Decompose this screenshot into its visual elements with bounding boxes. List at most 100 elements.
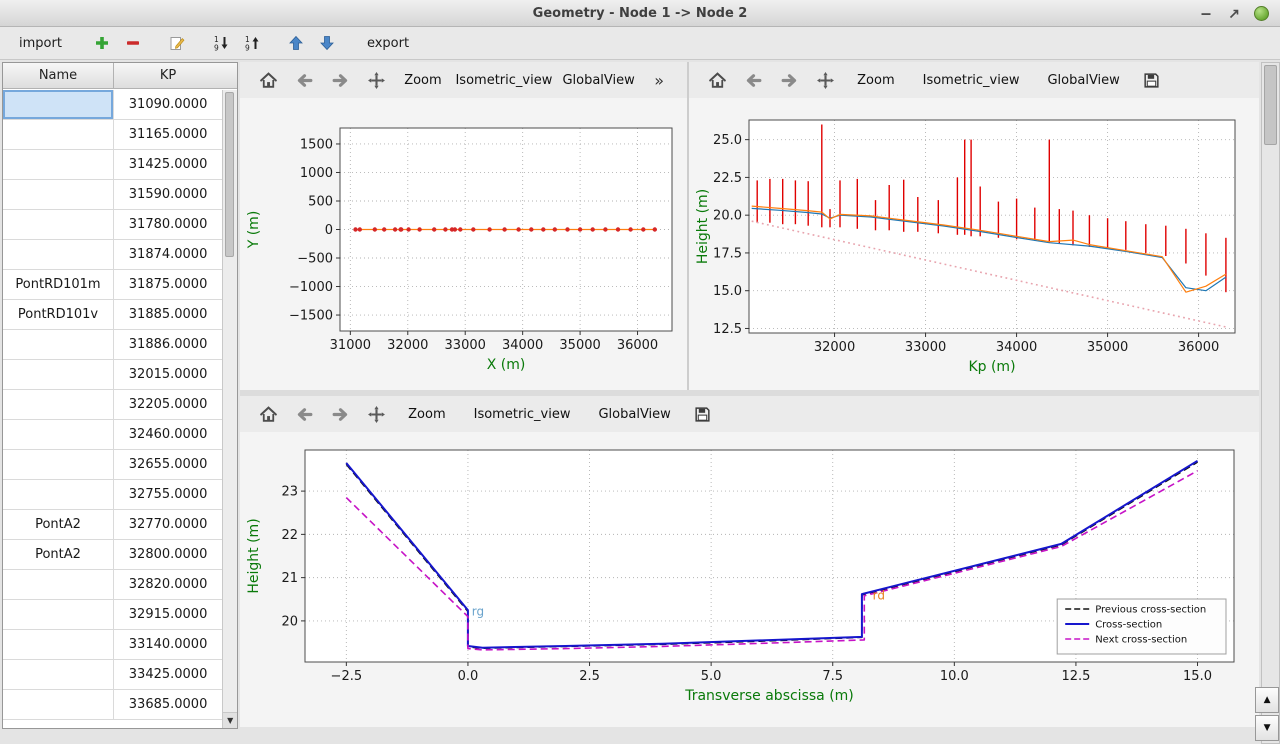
title-bar[interactable]: Geometry - Node 1 -> Node 2 (0, 0, 1280, 27)
remove-button[interactable] (120, 30, 146, 56)
kp-cell[interactable]: 31165.0000 (128, 127, 208, 142)
table-row[interactable]: 31874.0000 (3, 240, 223, 270)
name-cell[interactable] (3, 630, 114, 659)
move-up-button[interactable] (283, 30, 309, 56)
name-cell[interactable]: PontRD101v (3, 300, 114, 329)
global-view-button[interactable]: GlobalView (598, 406, 671, 422)
name-cell[interactable] (3, 450, 114, 479)
isometric-view-button[interactable]: Isometric_view (455, 72, 553, 88)
kp-cell[interactable]: 31874.0000 (128, 247, 208, 262)
home-button[interactable] (703, 66, 731, 94)
table-row[interactable]: PontRD101m 31875.0000 (3, 270, 223, 300)
table-row[interactable]: 32015.0000 (3, 360, 223, 390)
kp-cell[interactable]: 32770.0000 (128, 517, 208, 532)
global-view-button[interactable]: GlobalView (1047, 72, 1120, 88)
kp-cell[interactable]: 32915.0000 (128, 607, 208, 622)
kp-cell[interactable]: 31090.0000 (128, 97, 208, 112)
table-scrollbar-thumb[interactable] (225, 92, 235, 257)
name-cell[interactable] (3, 210, 114, 239)
back-button[interactable] (739, 66, 767, 94)
forward-button[interactable] (326, 66, 354, 94)
save-button[interactable] (689, 400, 717, 428)
name-cell[interactable] (3, 420, 114, 449)
xy-plot-canvas[interactable]: 31000 32000 33000 34000 35000 36000 −1500 −1000… (240, 98, 688, 390)
name-cell[interactable]: PontA2 (3, 510, 114, 539)
name-cell[interactable] (3, 120, 114, 149)
column-header-kp[interactable]: KP (159, 68, 177, 83)
kp-cell[interactable]: 32460.0000 (128, 427, 208, 442)
zoom-button[interactable]: Zoom (857, 72, 895, 88)
name-cell[interactable] (3, 600, 114, 629)
name-cell[interactable]: PontRD101m (3, 270, 114, 299)
table-row[interactable]: 32820.0000 (3, 570, 223, 600)
move-down-button[interactable] (314, 30, 340, 56)
kp-cell[interactable]: 31885.0000 (128, 307, 208, 322)
kp-cell[interactable]: 31590.0000 (128, 187, 208, 202)
back-button[interactable] (290, 400, 318, 428)
pan-button[interactable] (362, 400, 390, 428)
back-button[interactable] (290, 66, 318, 94)
isometric-view-button[interactable]: Isometric_view (922, 72, 1020, 88)
table-row[interactable]: 31425.0000 (3, 150, 223, 180)
save-button[interactable] (1138, 66, 1166, 94)
kp-cell[interactable]: 32205.0000 (128, 397, 208, 412)
scroll-up-button[interactable]: ▲ (1255, 687, 1280, 713)
profile-plot-canvas[interactable]: 32000 33000 34000 35000 36000 12.5 15.0 17.5 20.… (689, 98, 1260, 390)
vertical-splitter[interactable] (687, 62, 690, 390)
table-row[interactable]: 32460.0000 (3, 420, 223, 450)
edit-button[interactable] (164, 30, 190, 56)
forward-button[interactable] (775, 66, 803, 94)
column-header-name[interactable]: Name (3, 63, 114, 88)
main-scrollbar[interactable]: ▲ ▼ (1255, 62, 1280, 744)
global-view-button[interactable]: GlobalView (562, 72, 635, 88)
name-cell[interactable] (3, 240, 114, 269)
table-row[interactable]: 32655.0000 (3, 450, 223, 480)
name-cell[interactable] (3, 570, 114, 599)
table-row[interactable]: 33425.0000 (3, 660, 223, 690)
name-cell[interactable]: PontA2 (3, 540, 114, 569)
table-scrollbar[interactable]: ▼ (222, 90, 238, 728)
table-row[interactable]: 31590.0000 (3, 180, 223, 210)
table-row[interactable]: 31165.0000 (3, 120, 223, 150)
horizontal-splitter[interactable] (240, 390, 1260, 396)
table-row[interactable]: PontRD101v 31885.0000 (3, 300, 223, 330)
kp-cell[interactable]: 33140.0000 (128, 637, 208, 652)
table-row[interactable]: 33685.0000 (3, 690, 223, 720)
pan-button[interactable] (362, 66, 390, 94)
name-cell[interactable] (3, 690, 114, 719)
home-button[interactable] (254, 66, 282, 94)
pan-button[interactable] (811, 66, 839, 94)
name-cell[interactable] (3, 330, 114, 359)
maximize-button[interactable] (1225, 5, 1242, 22)
kp-cell[interactable]: 32800.0000 (128, 547, 208, 562)
kp-cell[interactable]: 32820.0000 (128, 577, 208, 592)
name-cell[interactable] (3, 150, 114, 179)
table-row[interactable]: 32915.0000 (3, 600, 223, 630)
name-cell[interactable] (3, 90, 114, 119)
forward-button[interactable] (326, 400, 354, 428)
name-cell[interactable] (3, 660, 114, 689)
kp-cell[interactable]: 33425.0000 (128, 667, 208, 682)
kp-cell[interactable]: 31425.0000 (128, 157, 208, 172)
scroll-down-button[interactable]: ▼ (1255, 715, 1280, 741)
table-row[interactable]: 31886.0000 (3, 330, 223, 360)
name-cell[interactable] (3, 360, 114, 389)
table-row[interactable]: PontA2 32800.0000 (3, 540, 223, 570)
zoom-button[interactable]: Zoom (408, 406, 446, 422)
main-scrollbar-thumb[interactable] (1264, 65, 1278, 145)
kp-cell[interactable]: 32015.0000 (128, 367, 208, 382)
table-row[interactable]: PontA2 32770.0000 (3, 510, 223, 540)
home-button[interactable] (254, 400, 282, 428)
name-cell[interactable] (3, 480, 114, 509)
kp-cell[interactable]: 31886.0000 (128, 337, 208, 352)
zoom-button[interactable]: Zoom (404, 72, 442, 88)
kp-cell[interactable]: 32655.0000 (128, 457, 208, 472)
table-row[interactable]: 32755.0000 (3, 480, 223, 510)
isometric-view-button[interactable]: Isometric_view (473, 406, 571, 422)
name-cell[interactable] (3, 390, 114, 419)
table-row[interactable]: 32205.0000 (3, 390, 223, 420)
import-button[interactable]: import (19, 35, 62, 51)
table-scroll-down-button[interactable]: ▼ (223, 712, 238, 728)
